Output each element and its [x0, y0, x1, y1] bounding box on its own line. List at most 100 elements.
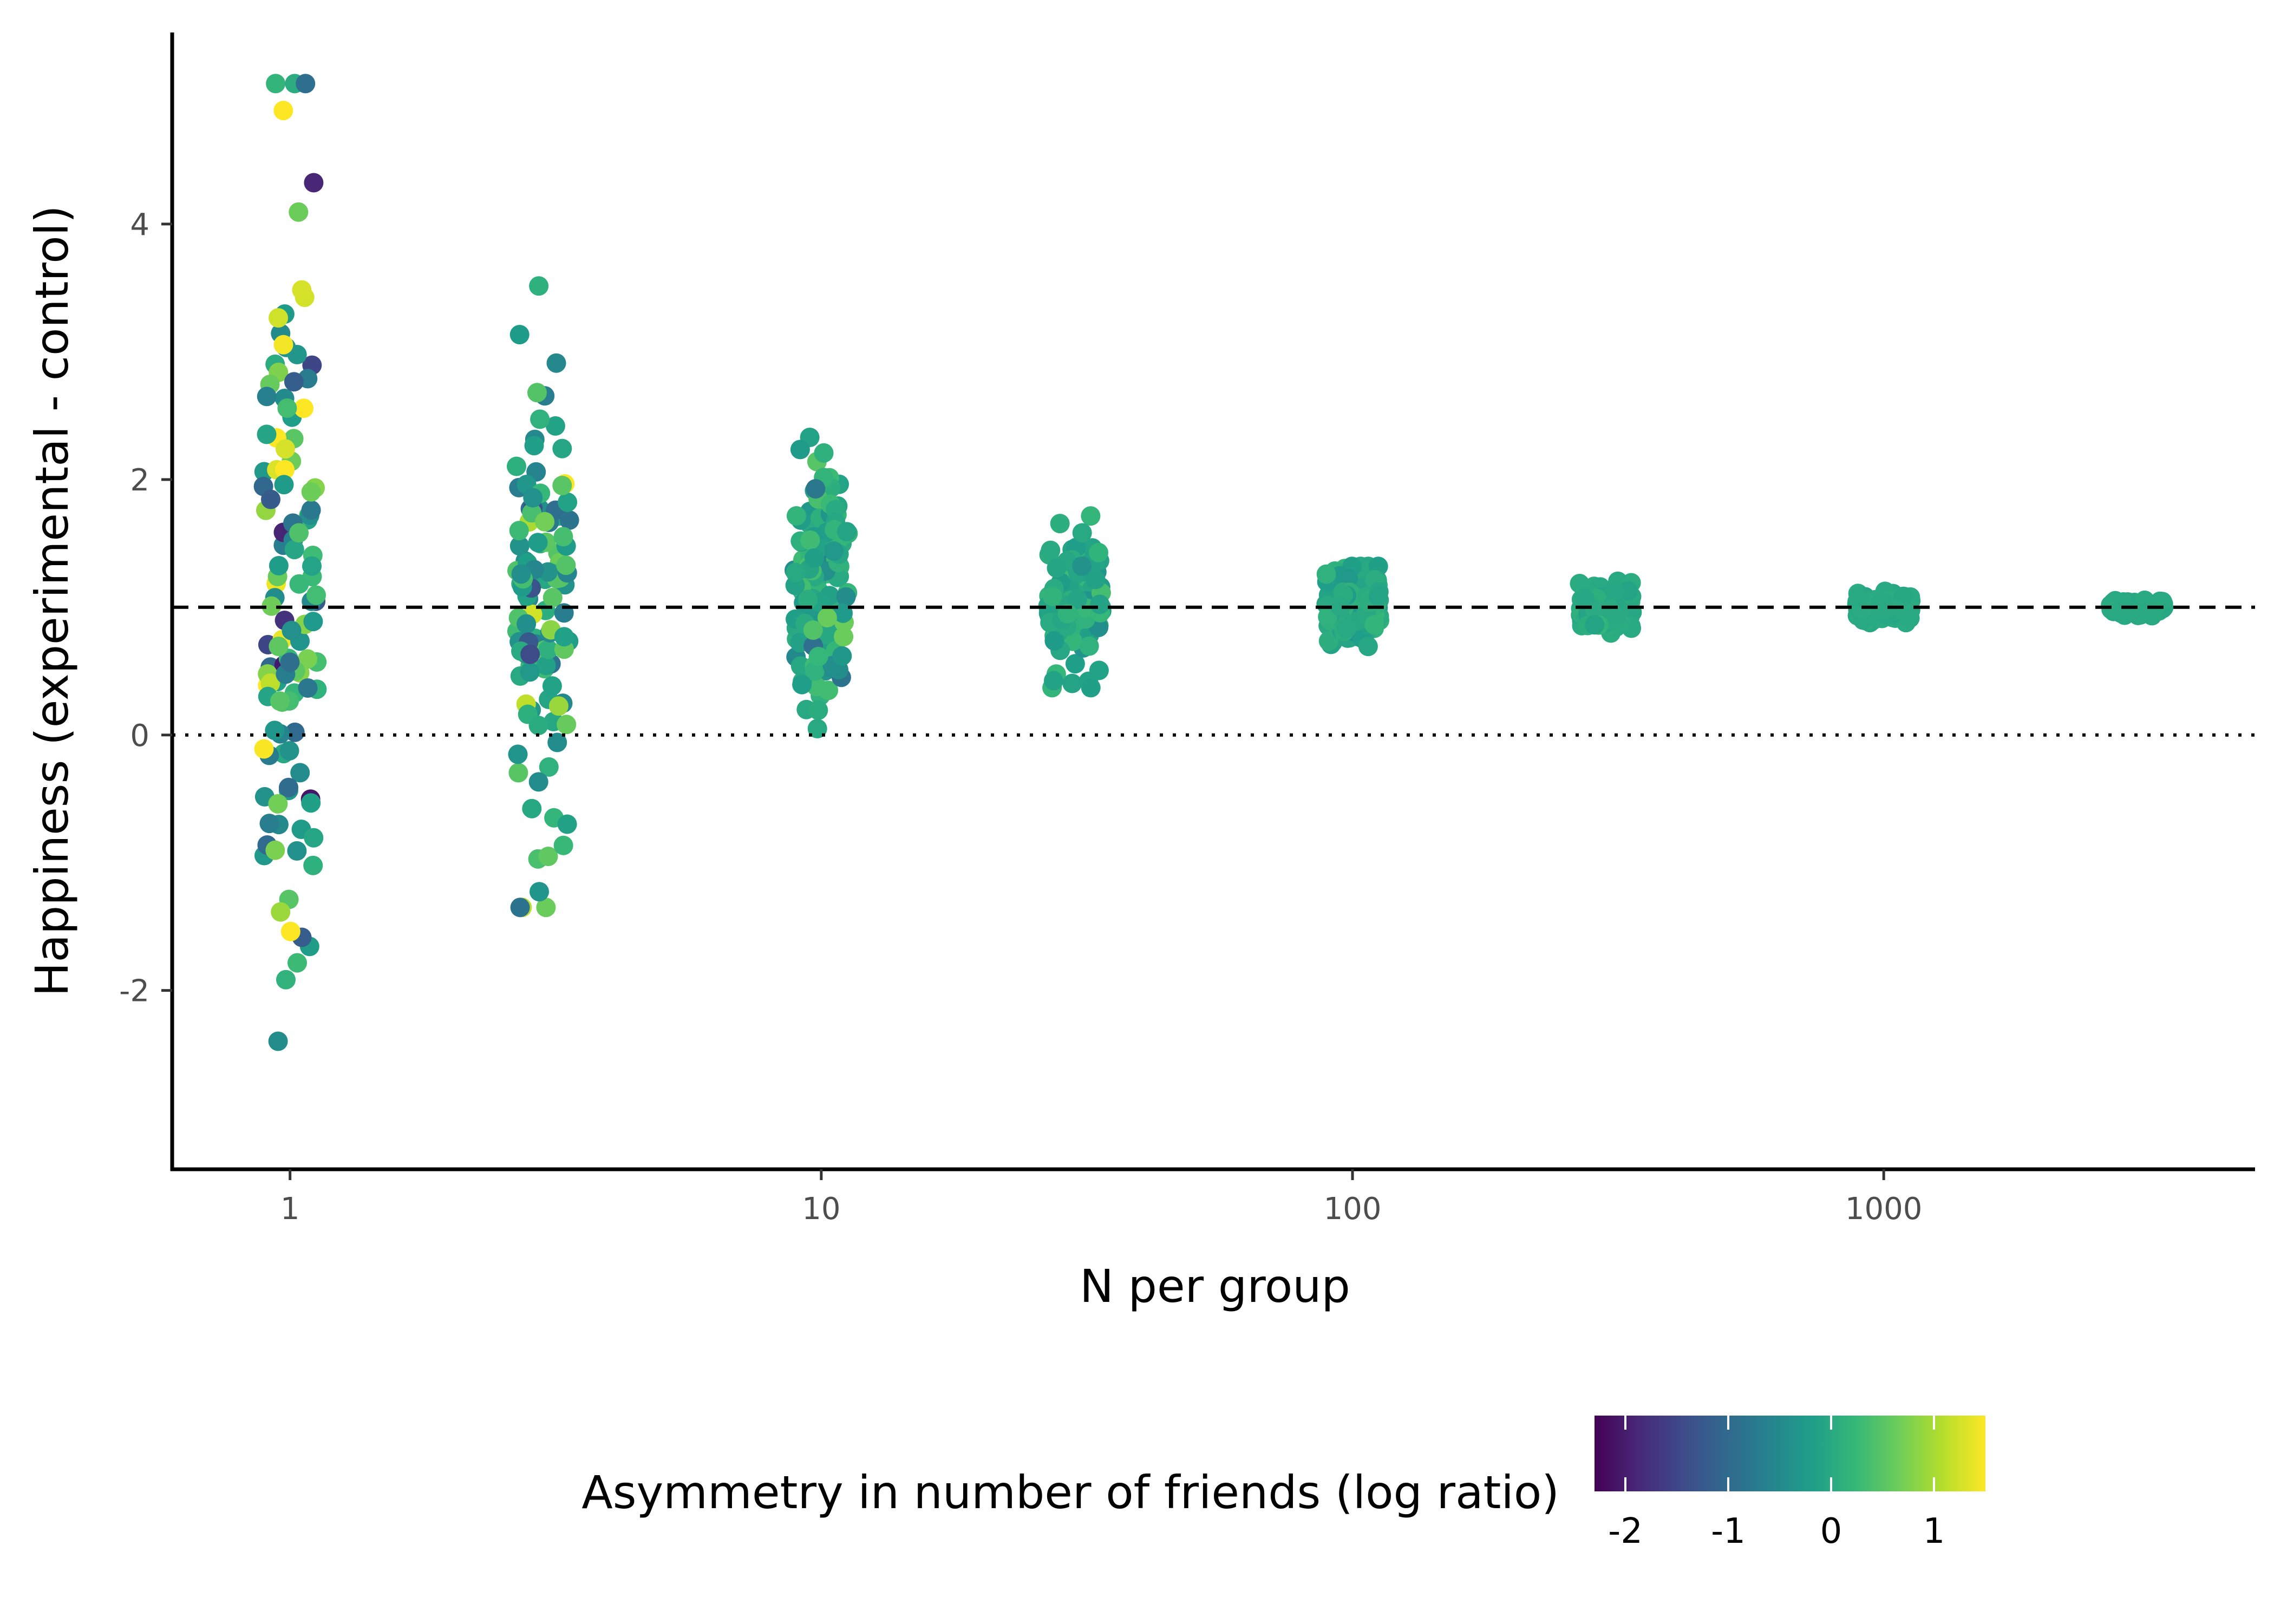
y-tick-label: 2 — [130, 463, 149, 498]
data-point — [290, 763, 310, 783]
data-point — [1364, 615, 1384, 635]
data-point — [528, 772, 548, 792]
data-point — [261, 489, 280, 509]
x-tick-label: 10 — [802, 1191, 840, 1227]
data-point — [836, 587, 856, 607]
data-point — [520, 644, 540, 664]
colorbar-legend: Asymmetry in number of friends (log rati… — [581, 1416, 1985, 1551]
data-point — [824, 541, 844, 561]
data-point — [517, 614, 537, 634]
data-point — [294, 398, 313, 418]
data-point — [268, 794, 288, 814]
x-tick-label: 1 — [280, 1191, 300, 1227]
data-point — [271, 902, 291, 922]
data-point — [292, 280, 312, 300]
data-point — [559, 510, 579, 530]
data-point — [1358, 637, 1378, 657]
data-point — [546, 353, 566, 373]
data-point — [837, 522, 857, 542]
data-point — [296, 74, 316, 94]
data-point — [509, 521, 529, 541]
data-point — [266, 74, 286, 94]
data-point — [269, 556, 289, 575]
data-point — [558, 492, 578, 512]
data-point — [276, 970, 296, 990]
data-point — [276, 439, 295, 459]
data-point — [556, 555, 576, 575]
data-point — [523, 488, 543, 508]
data-point — [275, 460, 295, 480]
data-point — [1081, 506, 1101, 526]
data-point — [529, 276, 549, 296]
data-point — [303, 855, 323, 875]
data-point — [557, 814, 577, 834]
data-point — [303, 612, 323, 632]
data-point — [269, 308, 288, 328]
data-point — [539, 757, 559, 777]
colorbar — [1595, 1416, 1985, 1491]
data-point — [298, 649, 317, 669]
data-point — [284, 372, 304, 392]
data-point — [1047, 558, 1067, 578]
data-point — [542, 676, 562, 696]
data-point — [509, 536, 530, 556]
data-point — [1081, 678, 1101, 698]
data-point — [301, 482, 321, 502]
data-point — [257, 387, 277, 407]
tick-labels: 1 10 100 1000 -2 0 2 4 — [119, 207, 1922, 1227]
x-axis-title: N per group — [1080, 1260, 1350, 1313]
data-point — [530, 409, 550, 429]
data-point — [277, 398, 297, 418]
data-point — [552, 438, 572, 459]
data-point — [1041, 540, 1061, 560]
data-point — [524, 436, 544, 456]
data-point — [287, 345, 307, 364]
data-point — [298, 678, 318, 698]
data-point — [1337, 618, 1357, 638]
data-point — [520, 662, 540, 682]
data-point — [548, 696, 568, 716]
data-point — [1848, 588, 1868, 608]
data-point — [289, 523, 309, 543]
data-point — [543, 588, 563, 607]
data-points — [253, 74, 2174, 1051]
data-point — [280, 921, 300, 941]
data-point — [301, 793, 321, 813]
data-point — [1044, 671, 1063, 691]
data-point — [522, 798, 542, 818]
data-point — [786, 506, 806, 526]
data-point — [265, 721, 285, 741]
data-point — [302, 556, 322, 576]
data-point — [511, 564, 531, 584]
data-point — [1072, 523, 1092, 543]
data-point — [806, 479, 826, 499]
data-point — [257, 424, 277, 444]
data-point — [254, 739, 274, 759]
data-point — [535, 512, 555, 532]
data-point — [306, 585, 326, 605]
legend-title: Asymmetry in number of friends (log rati… — [581, 1466, 1559, 1519]
data-point — [1090, 594, 1110, 614]
data-point — [530, 882, 549, 902]
data-point — [1089, 660, 1109, 680]
data-point — [2137, 601, 2157, 621]
colorbar-tick-label: 1 — [1923, 1511, 1945, 1551]
data-point — [528, 716, 548, 736]
data-point — [1042, 586, 1062, 606]
data-point — [287, 841, 307, 861]
data-point — [790, 440, 810, 460]
data-point — [1330, 597, 1350, 617]
data-point — [800, 530, 820, 550]
data-point — [817, 608, 837, 627]
data-point — [304, 173, 324, 193]
data-point — [1585, 615, 1605, 635]
data-point — [1316, 564, 1336, 584]
data-point — [1876, 600, 1896, 620]
colorbar-tick-label: -2 — [1608, 1511, 1643, 1551]
data-point — [552, 475, 572, 495]
data-point — [1089, 542, 1108, 562]
data-point — [527, 383, 547, 403]
data-point — [528, 533, 548, 553]
data-point — [1086, 569, 1106, 590]
